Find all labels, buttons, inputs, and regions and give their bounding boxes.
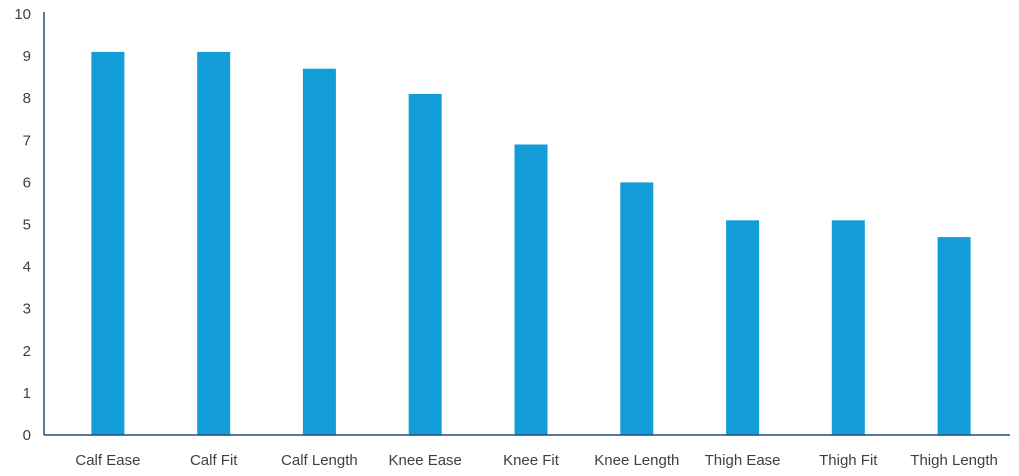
y-tick-label: 5 [23, 217, 31, 234]
bar-thigh-ease [726, 220, 760, 435]
y-tick-label: 6 [23, 174, 31, 191]
x-category-label: Knee Length [594, 452, 679, 469]
x-category-label: Calf Length [281, 452, 358, 469]
bar-knee-ease [408, 94, 442, 435]
x-category-label: Thigh Ease [705, 452, 781, 469]
y-tick-label: 3 [23, 301, 31, 318]
y-tick-label: 10 [14, 6, 31, 23]
y-tick-label: 7 [23, 132, 31, 149]
x-category-label: Thigh Fit [819, 452, 878, 469]
axes [43, 12, 1010, 436]
x-category-label: Knee Ease [389, 452, 462, 469]
bar-calf-length [302, 68, 336, 435]
bar-thigh-length [937, 237, 971, 435]
bar-knee-length [620, 182, 654, 435]
x-category-label: Calf Ease [75, 452, 140, 469]
x-category-label: Thigh Length [910, 452, 998, 469]
x-category-label: Calf Fit [190, 452, 238, 469]
bar-calf-fit [197, 51, 231, 436]
y-tick-label: 1 [23, 385, 31, 402]
bar-thigh-fit [831, 220, 865, 435]
y-tick-label: 4 [23, 259, 31, 276]
x-category-label: Knee Fit [503, 452, 560, 469]
y-tick-label: 0 [23, 427, 31, 444]
bars [91, 51, 971, 436]
x-axis-labels: Calf Ease Calf Fit Calf Length Knee Ease Kne… [75, 452, 998, 469]
y-tick-label: 9 [23, 48, 31, 65]
bar-knee-fit [514, 144, 548, 435]
bar-calf-ease [91, 51, 125, 436]
y-tick-label: 8 [23, 90, 31, 107]
y-axis-ticks: 0 1 2 3 4 5 6 7 8 9 10 [14, 6, 31, 444]
y-tick-label: 2 [23, 343, 31, 360]
